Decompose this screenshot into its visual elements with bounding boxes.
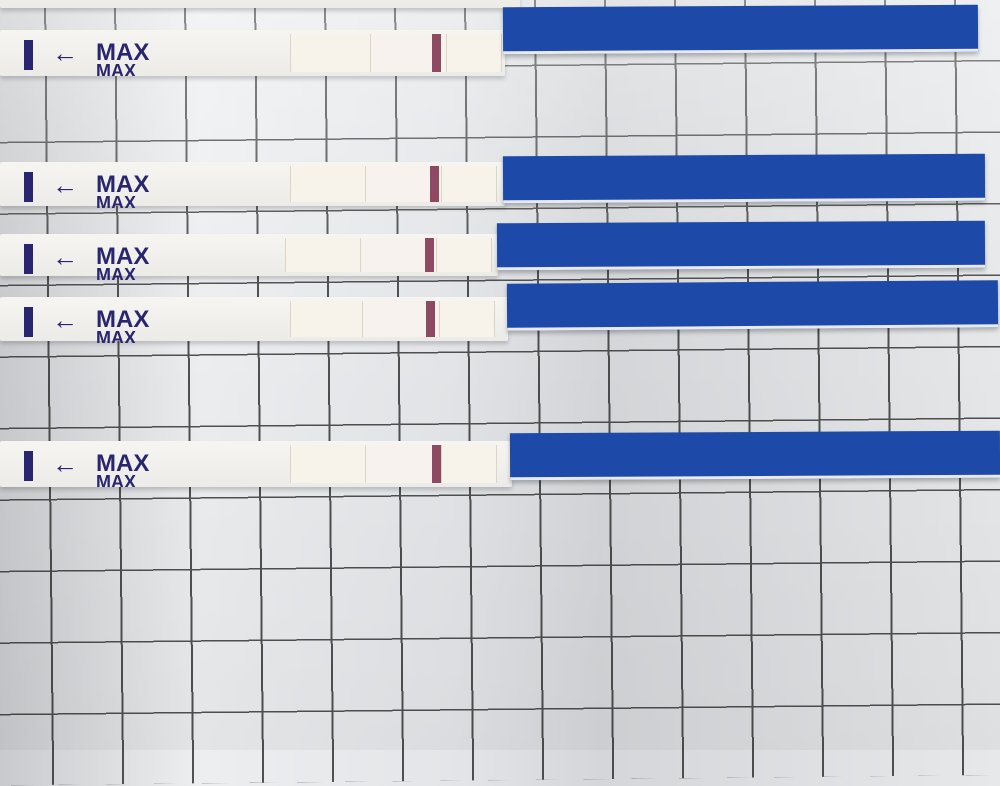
result-window-segment [365, 166, 442, 202]
strip-handle [506, 280, 999, 331]
max-label-repeat: MAX [96, 196, 136, 208]
control-line [432, 445, 441, 483]
max-label-repeat: MAX [96, 331, 136, 343]
result-window-segment [360, 238, 437, 272]
max-label: MAX [96, 243, 150, 270]
max-label: MAX [96, 171, 150, 198]
test-strip: ← MAX MAX [0, 441, 512, 487]
max-label: MAX [96, 450, 150, 477]
max-label: MAX [96, 39, 150, 66]
max-bar-mark [24, 172, 33, 202]
result-window-segment [365, 445, 442, 483]
max-bar-mark [24, 244, 33, 274]
strip-handle [496, 220, 986, 271]
control-line [430, 166, 439, 202]
plastic-sheet-reflection [0, 0, 1000, 750]
strip-handle [509, 430, 1000, 481]
max-label-repeat: MAX [96, 268, 136, 280]
max-label-repeat: MAX [96, 64, 136, 76]
test-strip: ← MAX MAX [0, 30, 505, 76]
control-line [426, 301, 435, 337]
max-bar-mark [24, 451, 33, 481]
max-label-repeat: MAX [96, 475, 136, 487]
max-label: MAX [96, 306, 150, 333]
arrow-left-icon: ← [52, 242, 78, 272]
test-strip: ← MAX MAX [0, 234, 498, 280]
arrow-left-icon: ← [52, 38, 78, 68]
arrow-left-icon: ← [52, 170, 78, 200]
max-bar-mark [24, 307, 33, 337]
test-strip: ← MAX MAX [0, 297, 508, 343]
strip-handle [502, 153, 986, 204]
partial-top-strip [0, 0, 520, 8]
test-strip: ← MAX MAX [0, 162, 505, 208]
arrow-left-icon: ← [52, 305, 78, 335]
max-bar-mark [24, 40, 33, 70]
arrow-left-icon: ← [52, 449, 78, 479]
control-line [432, 34, 441, 72]
control-line [425, 238, 434, 272]
strip-handle [502, 4, 979, 55]
